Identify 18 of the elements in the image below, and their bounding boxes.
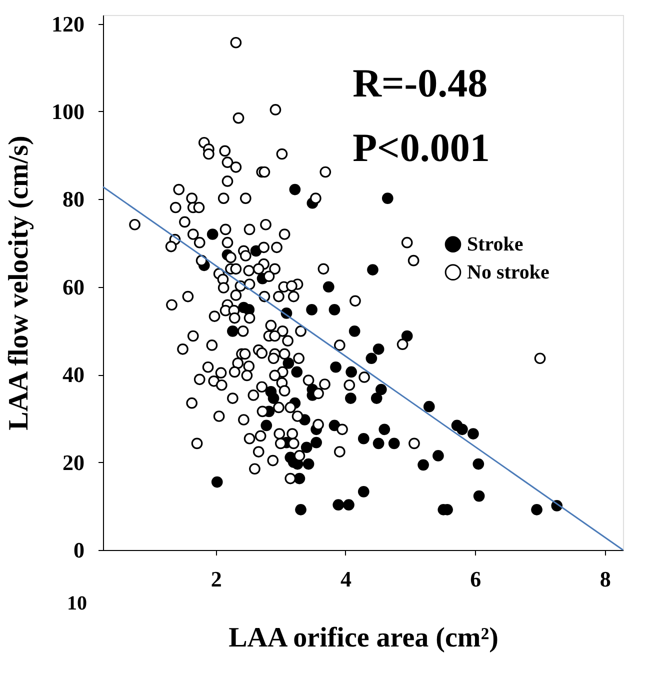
y-axis-title: LAA flow velocity (cm/s) bbox=[4, 136, 34, 430]
y-tick-label: 0 bbox=[74, 538, 84, 562]
y-tick-label: 80 bbox=[62, 186, 84, 212]
x-tick-label: 6 bbox=[470, 566, 482, 592]
y-tick-label: 120 bbox=[52, 11, 84, 36]
y-tick-label: 20 bbox=[62, 450, 84, 475]
x-tick-label: 4 bbox=[340, 566, 352, 592]
annotation: R=-0.48 bbox=[352, 60, 488, 106]
y-tick-label: 40 bbox=[62, 362, 84, 388]
annotation: P<0.001 bbox=[352, 124, 490, 170]
legend-label: Stroke bbox=[467, 233, 524, 256]
y-tick-label: 60 bbox=[62, 274, 84, 300]
x-axis-title: LAA orifice area (cm²) bbox=[228, 622, 498, 654]
text: 10 bbox=[67, 592, 87, 614]
legend-label: No stroke bbox=[467, 261, 550, 284]
y-tick-label: 100 bbox=[52, 98, 84, 124]
x-tick-label: 8 bbox=[600, 566, 611, 592]
x-tick-label: 2 bbox=[210, 566, 222, 592]
